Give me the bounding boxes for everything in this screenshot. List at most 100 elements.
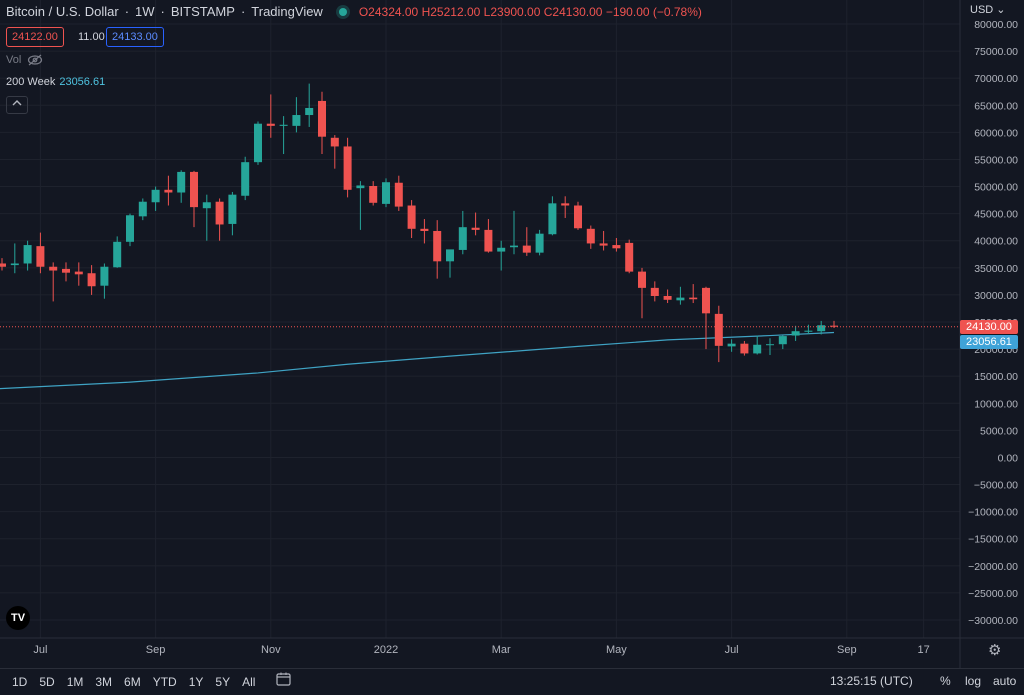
candle-body [612, 245, 621, 249]
candle [778, 335, 787, 350]
x-tick-label: May [606, 644, 627, 656]
candle [446, 249, 454, 278]
candle [471, 212, 480, 236]
candle-body [190, 171, 198, 208]
candle-body [433, 230, 442, 262]
candle-body [330, 137, 339, 147]
range-button-3m[interactable]: 3M [95, 675, 113, 689]
candle-body [0, 263, 6, 267]
candle [10, 243, 19, 274]
candle-body [458, 227, 467, 250]
gear-icon[interactable]: ⚙ [988, 642, 1002, 659]
candle-body [804, 330, 813, 332]
y-tick-label: −30000.00 [968, 615, 1018, 627]
candle [612, 238, 621, 252]
candle-body [356, 185, 365, 189]
candle [535, 229, 544, 256]
candle [484, 219, 493, 253]
range-button-ytd[interactable]: YTD [152, 675, 177, 689]
candle-body [202, 202, 211, 209]
candle-body [446, 249, 454, 262]
currency-selector[interactable]: USD ⌄ [970, 3, 1006, 16]
y-tick-label: 55000.00 [974, 154, 1018, 166]
low-value: 23900.00 [490, 4, 541, 19]
candle-body [420, 228, 429, 231]
candle-body [113, 241, 122, 268]
candle-body [318, 100, 326, 137]
x-tick-label: Nov [261, 644, 281, 656]
range-button-1d[interactable]: 1D [12, 675, 28, 689]
y-tick-label: 60000.00 [974, 127, 1018, 139]
candle-body [753, 344, 762, 354]
collapse-legend-button[interactable] [6, 96, 28, 114]
ma-value: 23056.61 [59, 76, 106, 88]
candle-body [535, 233, 544, 253]
tradingview-logo[interactable]: TV [6, 606, 30, 630]
candle [599, 230, 608, 251]
currency-label: USD [970, 4, 994, 16]
candle [791, 325, 800, 341]
sell-button[interactable]: 24122.00 [6, 27, 64, 47]
candle [510, 210, 518, 255]
candle-body [343, 146, 352, 190]
calendar-range-icon[interactable] [276, 672, 292, 689]
utc-clock[interactable]: 13:25:15 (UTC) [830, 674, 913, 688]
candle-body [164, 189, 173, 193]
range-button-1m[interactable]: 1M [66, 675, 84, 689]
time-axis[interactable]: Jul Sep Nov 2022 Mar May Jul Sep 17 [33, 644, 929, 656]
range-button-1y[interactable]: 1Y [188, 675, 204, 689]
candle-body [702, 287, 710, 314]
volume-label: Vol [6, 54, 22, 66]
x-tick-label: Jul [33, 644, 47, 656]
candle-body [62, 268, 70, 273]
source-label: TradingView [251, 4, 323, 19]
candle-body [625, 242, 634, 272]
candle [49, 262, 58, 302]
range-button-all[interactable]: All [242, 675, 256, 689]
candle-body [484, 229, 493, 252]
log-toggle[interactable]: log [965, 674, 982, 688]
candle [369, 181, 378, 206]
y-tick-label: 80000.00 [974, 19, 1018, 31]
candle [676, 286, 685, 305]
candle [638, 267, 646, 319]
x-tick-label: Mar [492, 644, 511, 656]
candle [343, 137, 352, 198]
candle-body [778, 336, 787, 345]
last-price-tag: 24130.00 [960, 319, 1018, 334]
legend-header: Bitcoin / U.S. Dollar · 1W · BITSTAMP · … [6, 4, 702, 19]
y-tick-label: 70000.00 [974, 73, 1018, 85]
chevron-up-icon [12, 100, 22, 106]
candle [215, 198, 224, 241]
candle-body [23, 245, 32, 264]
eye-off-icon[interactable] [27, 54, 43, 66]
percent-toggle[interactable]: % [940, 674, 951, 688]
range-button-5y[interactable]: 5Y [215, 675, 231, 689]
range-button-6m[interactable]: 6M [124, 675, 141, 689]
buy-button[interactable]: 24133.00 [106, 27, 164, 47]
candle-body [599, 243, 608, 246]
candle [804, 324, 813, 334]
candle-body [510, 245, 518, 248]
auto-toggle[interactable]: auto [993, 674, 1017, 688]
candle [318, 91, 326, 155]
symbol-name[interactable]: Bitcoin / U.S. Dollar [6, 4, 119, 19]
y-tick-label: 30000.00 [974, 290, 1018, 302]
candle [497, 240, 506, 271]
candle [138, 198, 147, 221]
candle [382, 178, 390, 208]
candle [740, 340, 749, 356]
candle [254, 121, 262, 165]
ma-legend[interactable]: 200 Week 23056.61 [6, 76, 105, 88]
y-tick-label: 65000.00 [974, 100, 1018, 112]
candle-body [561, 203, 570, 206]
candles-layer [0, 83, 838, 363]
interval-label[interactable]: 1W [135, 4, 155, 19]
candle [36, 232, 45, 274]
candle-body [87, 273, 96, 287]
candle-body [369, 186, 378, 203]
candle [714, 305, 723, 363]
candle [522, 227, 531, 256]
range-button-5d[interactable]: 5D [39, 675, 55, 689]
